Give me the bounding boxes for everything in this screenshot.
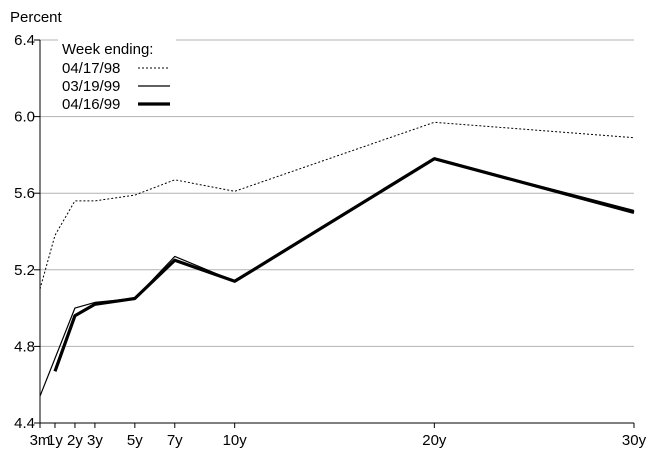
y-tick-label: 5.6 — [14, 185, 35, 202]
y-axis-title: Percent — [10, 9, 63, 26]
axes — [39, 40, 634, 424]
legend-title: Week ending: — [62, 41, 153, 58]
x-tick-label: 7y — [167, 432, 183, 449]
x-tick-label: 2y — [67, 432, 83, 449]
x-tick-label: 30y — [622, 432, 647, 449]
series-line-2 — [39, 158, 635, 397]
x-tick-label: 3m — [30, 432, 51, 449]
series-line-1 — [39, 121, 635, 290]
series-line-3 — [53, 157, 635, 372]
y-tick-label: 6.4 — [14, 32, 35, 49]
legend-label: 04/17/98 — [62, 60, 120, 77]
y-tick-label: 5.2 — [14, 262, 35, 279]
x-tick-label: 10y — [223, 432, 248, 449]
x-tick-label: 5y — [127, 432, 143, 449]
legend-label: 03/19/99 — [62, 78, 120, 95]
y-tick-label: 4.8 — [14, 338, 35, 355]
x-tick-label: 20y — [422, 432, 447, 449]
legend-background — [58, 38, 176, 114]
y-tick-label: 6.0 — [14, 109, 35, 126]
y-tick-label: 4.4 — [14, 415, 35, 432]
series-lines — [39, 121, 635, 397]
x-tick-label: 1y — [47, 432, 63, 449]
y-tick-labels: 4.4 4.8 5.2 5.6 6.0 6.4 — [14, 32, 35, 432]
x-tick-label: 3y — [87, 432, 103, 449]
legend-label: 04/16/99 — [62, 96, 120, 113]
